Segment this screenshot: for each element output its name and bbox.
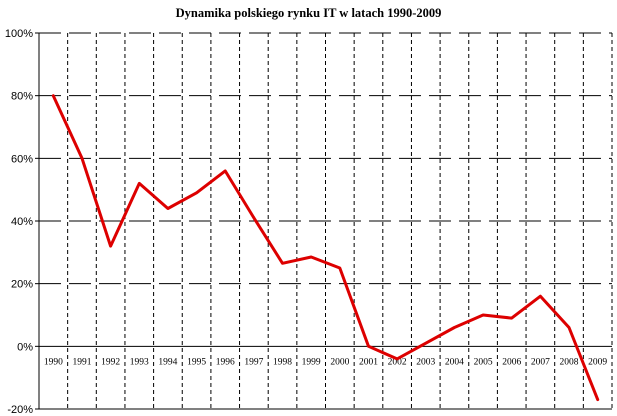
x-tick-label: 2000 — [330, 357, 349, 367]
x-tick-label: 1995 — [187, 357, 206, 367]
x-tick-label: 2008 — [560, 357, 579, 367]
x-tick-label: 1990 — [44, 357, 63, 367]
chart-title: Dynamika polskiego rynku IT w latach 199… — [175, 6, 442, 20]
x-tick-label: 2001 — [359, 357, 378, 367]
y-tick-label: 80% — [11, 91, 33, 103]
y-axis-tick-labels: -20% 0% 20% 40% 60% 80% 100% — [5, 28, 33, 416]
x-tick-label: 1997 — [244, 357, 263, 367]
x-tick-label: 1999 — [302, 357, 321, 367]
y-tick-label: 0% — [17, 341, 33, 353]
x-axis-tick-labels: 1990 1991 1992 1993 1994 1995 1996 1997 1998 1999… — [44, 357, 608, 367]
x-tick-label: 2002 — [388, 357, 407, 367]
axes — [35, 32, 612, 410]
y-tick-label: 40% — [11, 216, 33, 228]
x-tick-label: 1998 — [273, 357, 292, 367]
y-tick-label: -20% — [7, 404, 33, 416]
y-tick-label: 20% — [11, 279, 33, 291]
series-line — [51, 94, 600, 402]
x-tick-label: 1991 — [72, 357, 91, 367]
series-group — [51, 94, 600, 402]
x-tick-label: 1992 — [101, 357, 120, 367]
x-tick-label: 1994 — [158, 357, 177, 367]
x-tick-label: 2006 — [502, 357, 521, 367]
y-tick-label: 100% — [5, 28, 33, 40]
x-tick-label: 2005 — [474, 357, 493, 367]
x-tick-label: 1993 — [130, 357, 149, 367]
y-tick-label: 60% — [11, 153, 33, 165]
x-tick-label: 2003 — [416, 357, 435, 367]
x-tick-label: 1996 — [216, 357, 235, 367]
x-tick-label: 2007 — [531, 357, 550, 367]
x-tick-label: 2004 — [445, 357, 464, 367]
x-tick-label: 2009 — [588, 357, 607, 367]
